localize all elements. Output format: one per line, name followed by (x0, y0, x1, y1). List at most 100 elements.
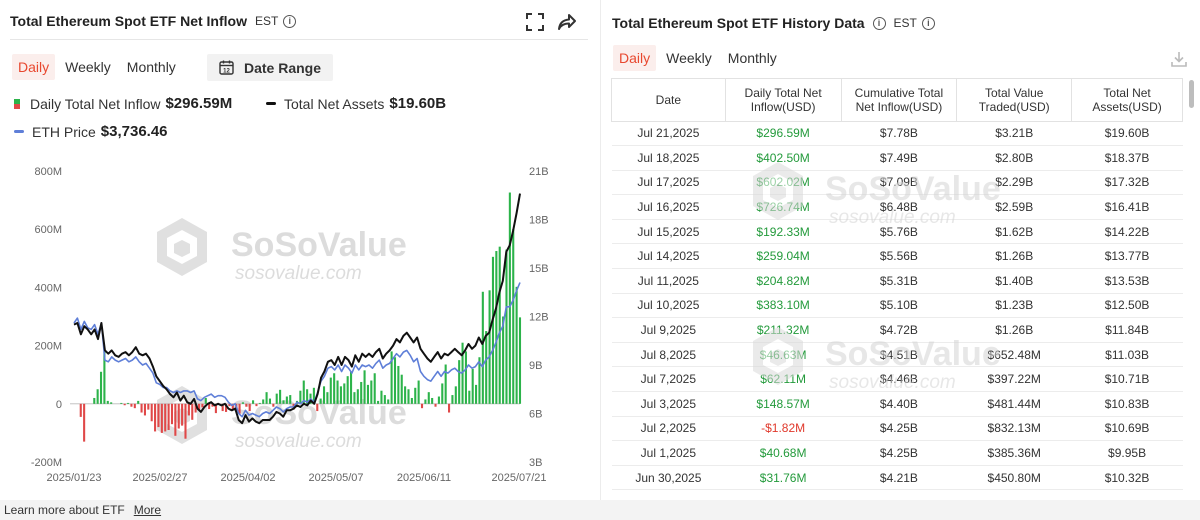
tab-daily[interactable]: Daily (12, 54, 56, 80)
y-right-tick-label: 6B (529, 409, 542, 421)
inflow-bar (181, 403, 184, 426)
inflow-bar (123, 403, 126, 406)
inflow-bar (366, 384, 369, 404)
date-range-button[interactable]: 12 Date Range (207, 54, 334, 81)
inflow-bar (248, 403, 251, 412)
inflow-bar (468, 390, 471, 404)
table-row: Jul 17,2025 $602.02M $7.09B $2.29B $17.32B (611, 170, 1183, 196)
x-tick-label: 2025/06/11 (397, 472, 451, 484)
column-header[interactable]: Total Value Traded(USD) (956, 79, 1073, 122)
footer: Learn more about ETF More (0, 500, 1200, 520)
value-traded-cell: $450.80M (956, 465, 1072, 491)
tab-weekly[interactable]: Weekly (666, 50, 712, 66)
net-assets-cell: $12.50B (1071, 293, 1183, 319)
inflow-bar (471, 368, 474, 404)
cumulative-inflow-cell: $4.25B (841, 416, 957, 442)
y-left-tick-label: 400M (34, 282, 62, 294)
table-scrollbar[interactable] (1189, 80, 1194, 108)
expand-button[interactable] (522, 9, 548, 35)
legend-eth-label: ETH Price (32, 123, 96, 140)
cumulative-inflow-cell: $7.09B (841, 170, 957, 196)
cumulative-inflow-cell: $6.48B (841, 194, 957, 220)
date-cell: Jul 1,2025 (611, 440, 726, 466)
history-panel-header: Total Ethereum Spot ETF History Data i E… (612, 15, 935, 31)
cumulative-inflow-cell: $4.40B (841, 391, 957, 417)
legend-eth[interactable]: ETH Price $3,736.46 (14, 123, 168, 140)
inflow-bar (343, 383, 346, 404)
inflow-bar (106, 400, 109, 404)
column-header[interactable]: Cumulative Total Net Inflow(USD) (840, 79, 958, 122)
inflow-bar (299, 390, 302, 404)
info-icon[interactable]: i (921, 16, 935, 30)
inflow-bar (464, 351, 467, 404)
column-header[interactable]: Daily Total Net Inflow(USD) (724, 79, 842, 122)
inflow-bar (93, 397, 96, 404)
date-cell: Jul 3,2025 (611, 391, 726, 417)
history-table-container[interactable]: Date Daily Total Net Inflow(USD) Cumulative… (611, 78, 1183, 492)
cumulative-inflow-cell: $4.51B (841, 342, 957, 368)
inflow-bar (390, 351, 393, 404)
cumulative-inflow-cell: $4.72B (841, 317, 957, 343)
value-traded-cell: $2.59B (956, 194, 1072, 220)
x-tick-label: 2025/02/27 (132, 472, 187, 484)
inflow-bar (397, 365, 400, 404)
column-header[interactable]: Date (611, 79, 726, 122)
y-right-tick-label: 18B (529, 215, 549, 227)
inflow-bar (228, 403, 231, 407)
more-link[interactable]: More (133, 503, 162, 517)
daily-inflow-cell: $402.50M (725, 145, 842, 171)
tab-monthly[interactable]: Monthly (126, 59, 176, 75)
value-traded-cell: $1.40B (956, 268, 1072, 294)
column-header[interactable]: Total Net Assets(USD) (1071, 79, 1183, 122)
date-cell: Jul 17,2025 (611, 170, 726, 196)
chart-period-tabs: Daily Weekly Monthly (12, 54, 182, 80)
value-traded-cell: $1.23B (956, 293, 1072, 319)
cumulative-inflow-cell: $4.25B (841, 440, 957, 466)
x-tick-label: 2025/04/02 (220, 472, 275, 484)
table-period-tabs: Daily Weekly Monthly (613, 45, 783, 71)
value-traded-cell: $832.13M (956, 416, 1072, 442)
net-assets-cell: $11.84B (1071, 317, 1183, 343)
legend-assets[interactable]: Total Net Assets $19.60B (266, 95, 446, 112)
inflow-bar (400, 374, 403, 404)
download-icon[interactable] (1170, 50, 1188, 68)
header-divider (10, 39, 588, 40)
net-inflow-panel-header: Total Ethereum Spot ETF Net Inflow EST i (10, 13, 297, 29)
legend-inflow[interactable]: Daily Total Net Inflow $296.59M (14, 95, 232, 112)
inflow-bar (154, 403, 157, 432)
y-right-tick-label: 9B (529, 360, 542, 372)
value-traded-cell: $652.48M (956, 342, 1072, 368)
inflow-bar (302, 380, 305, 404)
history-table: Date Daily Total Net Inflow(USD) Cumulative… (611, 79, 1183, 491)
date-cell: Jul 7,2025 (611, 366, 726, 393)
tab-monthly[interactable]: Monthly (727, 50, 777, 66)
table-row: Jul 2,2025 -$1.82M $4.25B $832.13M $10.69B (611, 416, 1183, 442)
net-inflow-chart[interactable]: SoSoValuesosovalue.comSoSoValuesosovalue… (0, 150, 600, 495)
inflow-bar (245, 403, 248, 407)
inflow-bar (231, 403, 234, 411)
daily-inflow-cell: $46.63M (725, 342, 842, 368)
inflow-bar (319, 398, 322, 404)
value-traded-cell: $397.22M (956, 366, 1072, 393)
y-left-tick-label: 200M (34, 341, 62, 353)
inflow-bar (515, 286, 518, 404)
info-icon[interactable]: i (283, 14, 297, 28)
net-assets-cell: $10.83B (1071, 391, 1183, 417)
share-button[interactable] (554, 9, 580, 35)
inflow-bar (187, 403, 190, 416)
info-icon[interactable]: i (872, 16, 886, 30)
inflow-bar (441, 383, 444, 404)
cumulative-inflow-cell: $4.46B (841, 366, 957, 393)
table-row: Jun 30,2025 $31.76M $4.21B $450.80M $10.32B (611, 465, 1183, 491)
timezone-text: EST (254, 14, 279, 28)
x-tick-label: 2025/05/07 (308, 472, 363, 484)
history-data-panel: Total Ethereum Spot ETF History Data i E… (600, 0, 1200, 500)
inflow-bar (495, 251, 498, 404)
watermark-site: sosovalue.com (235, 431, 362, 452)
net-assets-cell: $17.32B (1071, 170, 1183, 196)
tab-weekly[interactable]: Weekly (65, 59, 111, 75)
tab-daily[interactable]: Daily (613, 45, 657, 71)
date-range-label: Date Range (244, 59, 322, 76)
timezone-label: EST i (894, 16, 935, 30)
